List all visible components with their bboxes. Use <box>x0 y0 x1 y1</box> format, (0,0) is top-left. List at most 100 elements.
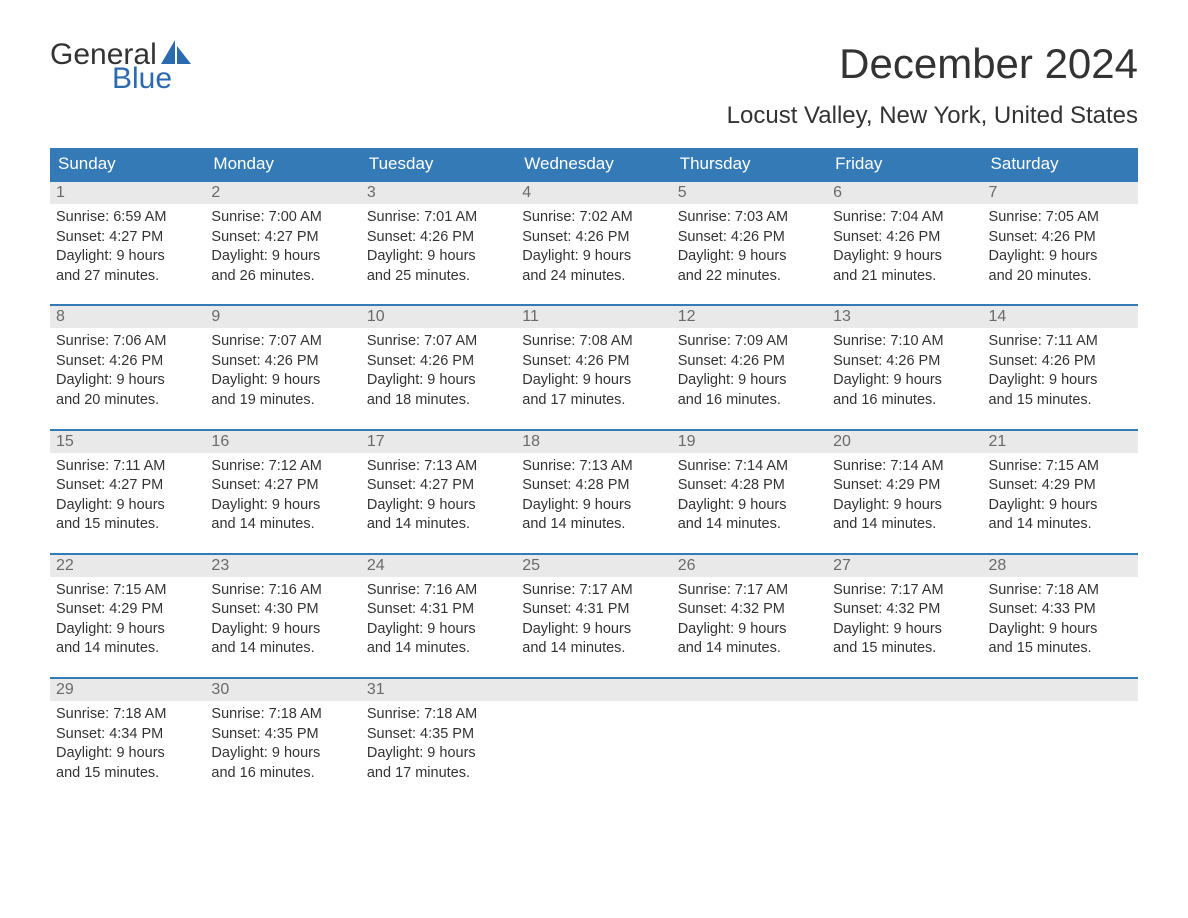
day-number: 25 <box>516 555 671 577</box>
d2-text: and 14 minutes. <box>367 515 510 535</box>
d2-text: and 26 minutes. <box>211 267 354 287</box>
d2-text: and 17 minutes. <box>522 391 665 411</box>
day-number <box>827 679 982 701</box>
day-cell <box>827 679 982 791</box>
day-number: 21 <box>983 431 1138 453</box>
day-cell <box>516 679 671 791</box>
sunrise-text: Sunrise: 7:16 AM <box>367 581 510 601</box>
day-cell <box>983 679 1138 791</box>
day-cell: 16Sunrise: 7:12 AMSunset: 4:27 PMDayligh… <box>205 431 360 543</box>
sunset-text: Sunset: 4:27 PM <box>211 476 354 496</box>
sunset-text: Sunset: 4:26 PM <box>833 352 976 372</box>
day-details: Sunrise: 7:13 AMSunset: 4:27 PMDaylight:… <box>361 453 516 543</box>
header: General Blue December 2024 <box>50 40 1138 94</box>
d1-text: Daylight: 9 hours <box>678 496 821 516</box>
d1-text: Daylight: 9 hours <box>56 496 199 516</box>
d1-text: Daylight: 9 hours <box>678 620 821 640</box>
day-cell: 26Sunrise: 7:17 AMSunset: 4:32 PMDayligh… <box>672 555 827 667</box>
sunrise-text: Sunrise: 7:07 AM <box>367 332 510 352</box>
day-number: 26 <box>672 555 827 577</box>
day-details: Sunrise: 7:07 AMSunset: 4:26 PMDaylight:… <box>361 328 516 418</box>
day-cell: 17Sunrise: 7:13 AMSunset: 4:27 PMDayligh… <box>361 431 516 543</box>
d1-text: Daylight: 9 hours <box>522 620 665 640</box>
day-details: Sunrise: 7:18 AMSunset: 4:34 PMDaylight:… <box>50 701 205 791</box>
day-details: Sunrise: 7:17 AMSunset: 4:32 PMDaylight:… <box>827 577 982 667</box>
day-cell: 10Sunrise: 7:07 AMSunset: 4:26 PMDayligh… <box>361 306 516 418</box>
sunset-text: Sunset: 4:30 PM <box>211 600 354 620</box>
d1-text: Daylight: 9 hours <box>211 744 354 764</box>
sunrise-text: Sunrise: 7:02 AM <box>522 208 665 228</box>
d2-text: and 14 minutes. <box>678 515 821 535</box>
d1-text: Daylight: 9 hours <box>211 247 354 267</box>
day-details: Sunrise: 7:18 AMSunset: 4:35 PMDaylight:… <box>205 701 360 791</box>
d1-text: Daylight: 9 hours <box>211 371 354 391</box>
sunset-text: Sunset: 4:26 PM <box>833 228 976 248</box>
sunrise-text: Sunrise: 7:06 AM <box>56 332 199 352</box>
day-details: Sunrise: 7:03 AMSunset: 4:26 PMDaylight:… <box>672 204 827 294</box>
week-row: 1Sunrise: 6:59 AMSunset: 4:27 PMDaylight… <box>50 180 1138 294</box>
sunset-text: Sunset: 4:27 PM <box>211 228 354 248</box>
day-details: Sunrise: 7:15 AMSunset: 4:29 PMDaylight:… <box>50 577 205 667</box>
day-number: 20 <box>827 431 982 453</box>
sunrise-text: Sunrise: 7:07 AM <box>211 332 354 352</box>
d2-text: and 15 minutes. <box>989 639 1132 659</box>
sunset-text: Sunset: 4:34 PM <box>56 725 199 745</box>
d1-text: Daylight: 9 hours <box>989 371 1132 391</box>
day-details: Sunrise: 7:07 AMSunset: 4:26 PMDaylight:… <box>205 328 360 418</box>
day-number: 5 <box>672 182 827 204</box>
d1-text: Daylight: 9 hours <box>522 371 665 391</box>
day-cell: 4Sunrise: 7:02 AMSunset: 4:26 PMDaylight… <box>516 182 671 294</box>
day-details: Sunrise: 7:16 AMSunset: 4:30 PMDaylight:… <box>205 577 360 667</box>
d2-text: and 15 minutes. <box>56 515 199 535</box>
weekday-header: Monday <box>205 148 360 180</box>
sunrise-text: Sunrise: 7:17 AM <box>678 581 821 601</box>
d1-text: Daylight: 9 hours <box>833 247 976 267</box>
day-cell: 20Sunrise: 7:14 AMSunset: 4:29 PMDayligh… <box>827 431 982 543</box>
day-cell: 27Sunrise: 7:17 AMSunset: 4:32 PMDayligh… <box>827 555 982 667</box>
day-number: 15 <box>50 431 205 453</box>
sunset-text: Sunset: 4:28 PM <box>678 476 821 496</box>
day-number: 2 <box>205 182 360 204</box>
day-details: Sunrise: 7:11 AMSunset: 4:26 PMDaylight:… <box>983 328 1138 418</box>
sunset-text: Sunset: 4:26 PM <box>678 352 821 372</box>
day-number <box>983 679 1138 701</box>
day-number: 17 <box>361 431 516 453</box>
day-cell: 28Sunrise: 7:18 AMSunset: 4:33 PMDayligh… <box>983 555 1138 667</box>
d2-text: and 19 minutes. <box>211 391 354 411</box>
day-details: Sunrise: 7:01 AMSunset: 4:26 PMDaylight:… <box>361 204 516 294</box>
sunrise-text: Sunrise: 7:16 AM <box>211 581 354 601</box>
day-number: 13 <box>827 306 982 328</box>
day-details: Sunrise: 7:11 AMSunset: 4:27 PMDaylight:… <box>50 453 205 543</box>
sunset-text: Sunset: 4:26 PM <box>989 228 1132 248</box>
day-number: 29 <box>50 679 205 701</box>
day-number: 11 <box>516 306 671 328</box>
d2-text: and 15 minutes. <box>56 764 199 784</box>
d1-text: Daylight: 9 hours <box>367 496 510 516</box>
day-cell: 6Sunrise: 7:04 AMSunset: 4:26 PMDaylight… <box>827 182 982 294</box>
sunset-text: Sunset: 4:33 PM <box>989 600 1132 620</box>
sunset-text: Sunset: 4:26 PM <box>522 352 665 372</box>
d2-text: and 14 minutes. <box>367 639 510 659</box>
sunrise-text: Sunrise: 7:14 AM <box>833 457 976 477</box>
d2-text: and 15 minutes. <box>833 639 976 659</box>
day-cell: 15Sunrise: 7:11 AMSunset: 4:27 PMDayligh… <box>50 431 205 543</box>
sunset-text: Sunset: 4:27 PM <box>367 476 510 496</box>
sunrise-text: Sunrise: 7:11 AM <box>989 332 1132 352</box>
sunrise-text: Sunrise: 7:13 AM <box>367 457 510 477</box>
d2-text: and 20 minutes. <box>989 267 1132 287</box>
sunset-text: Sunset: 4:26 PM <box>211 352 354 372</box>
d2-text: and 22 minutes. <box>678 267 821 287</box>
sunrise-text: Sunrise: 7:00 AM <box>211 208 354 228</box>
day-cell: 24Sunrise: 7:16 AMSunset: 4:31 PMDayligh… <box>361 555 516 667</box>
sunset-text: Sunset: 4:31 PM <box>522 600 665 620</box>
d1-text: Daylight: 9 hours <box>989 620 1132 640</box>
sunrise-text: Sunrise: 7:14 AM <box>678 457 821 477</box>
day-cell: 22Sunrise: 7:15 AMSunset: 4:29 PMDayligh… <box>50 555 205 667</box>
day-number: 4 <box>516 182 671 204</box>
weekday-header: Friday <box>827 148 982 180</box>
sunrise-text: Sunrise: 7:18 AM <box>211 705 354 725</box>
sunset-text: Sunset: 4:26 PM <box>367 228 510 248</box>
sunrise-text: Sunrise: 7:03 AM <box>678 208 821 228</box>
day-details: Sunrise: 7:09 AMSunset: 4:26 PMDaylight:… <box>672 328 827 418</box>
day-details: Sunrise: 7:02 AMSunset: 4:26 PMDaylight:… <box>516 204 671 294</box>
